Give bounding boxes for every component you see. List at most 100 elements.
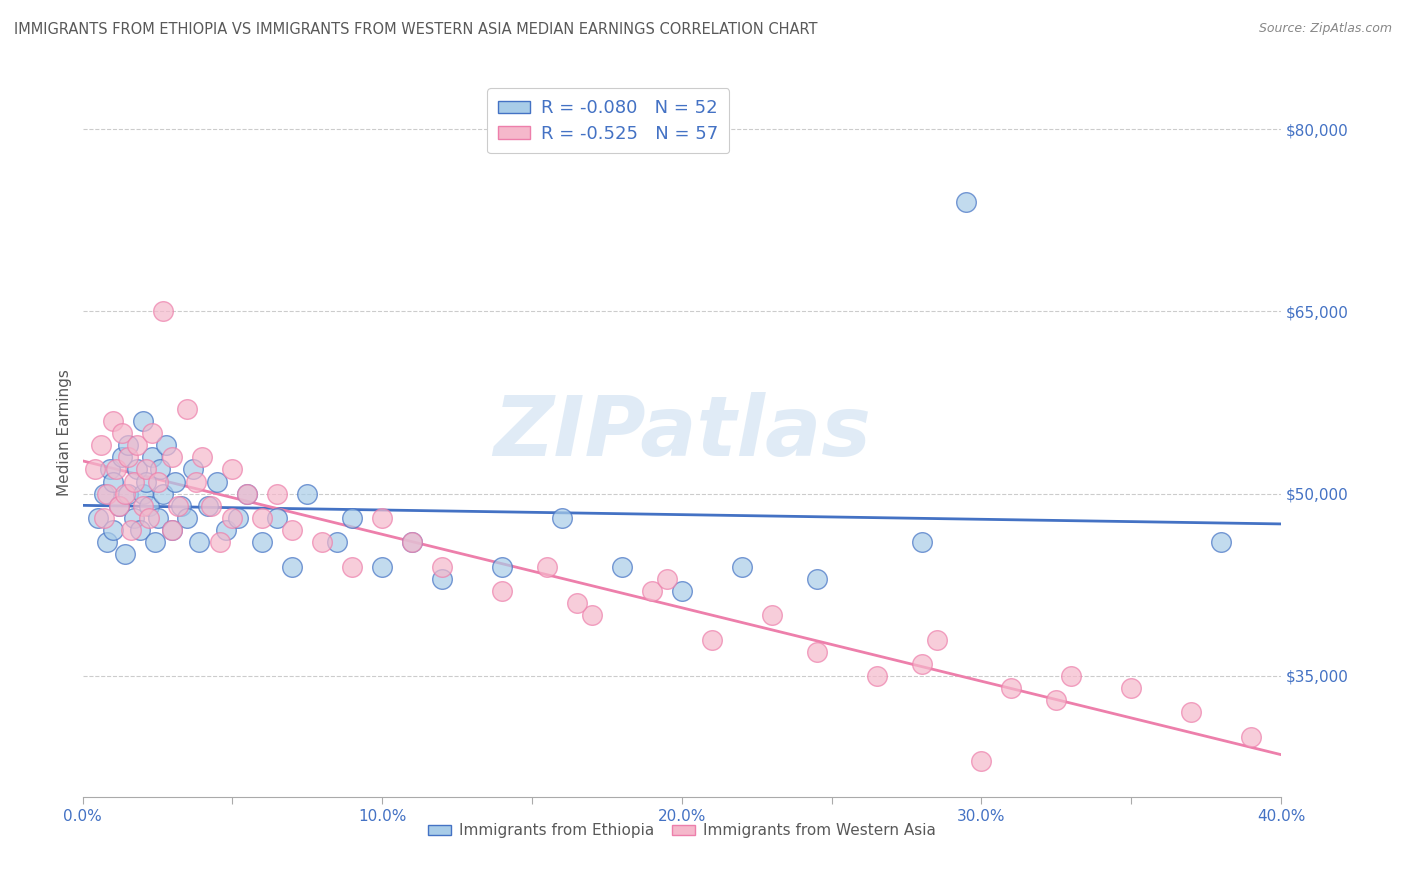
Point <box>371 559 394 574</box>
Point <box>170 499 193 513</box>
Point <box>925 632 948 647</box>
Point <box>491 583 513 598</box>
Point <box>167 499 190 513</box>
Point <box>101 414 124 428</box>
Point <box>120 523 142 537</box>
Point <box>104 462 127 476</box>
Point <box>215 523 238 537</box>
Point <box>197 499 219 513</box>
Point <box>342 559 364 574</box>
Point <box>311 535 333 549</box>
Point <box>107 499 129 513</box>
Point <box>191 450 214 465</box>
Point <box>1180 706 1202 720</box>
Point <box>910 535 932 549</box>
Point <box>125 438 148 452</box>
Point <box>551 511 574 525</box>
Text: IMMIGRANTS FROM ETHIOPIA VS IMMIGRANTS FROM WESTERN ASIA MEDIAN EARNINGS CORRELA: IMMIGRANTS FROM ETHIOPIA VS IMMIGRANTS F… <box>14 22 817 37</box>
Point <box>96 487 118 501</box>
Point <box>401 535 423 549</box>
Point <box>1240 730 1263 744</box>
Point <box>138 499 160 513</box>
Point <box>342 511 364 525</box>
Point <box>1045 693 1067 707</box>
Point <box>1060 669 1083 683</box>
Point <box>236 487 259 501</box>
Point <box>86 511 108 525</box>
Point <box>188 535 211 549</box>
Text: Source: ZipAtlas.com: Source: ZipAtlas.com <box>1258 22 1392 36</box>
Point <box>125 462 148 476</box>
Point <box>152 304 174 318</box>
Point <box>162 523 184 537</box>
Point <box>1000 681 1022 695</box>
Point <box>122 511 145 525</box>
Y-axis label: Median Earnings: Median Earnings <box>58 369 72 497</box>
Point <box>131 499 153 513</box>
Point <box>761 608 783 623</box>
Point <box>207 475 229 489</box>
Point <box>117 438 139 452</box>
Point <box>149 462 172 476</box>
Point <box>200 499 222 513</box>
Point <box>141 425 163 440</box>
Point <box>221 462 243 476</box>
Point <box>581 608 603 623</box>
Point <box>221 511 243 525</box>
Point <box>955 195 977 210</box>
Point <box>93 487 115 501</box>
Point <box>806 645 828 659</box>
Point <box>134 462 156 476</box>
Point <box>186 475 208 489</box>
Point <box>430 572 453 586</box>
Point <box>162 523 184 537</box>
Point <box>146 511 169 525</box>
Point <box>114 548 136 562</box>
Point <box>326 535 349 549</box>
Point <box>700 632 723 647</box>
Point <box>910 657 932 671</box>
Point <box>176 511 198 525</box>
Point <box>183 462 205 476</box>
Point <box>865 669 887 683</box>
Point <box>143 535 166 549</box>
Point <box>114 487 136 501</box>
Point <box>536 559 558 574</box>
Legend: Immigrants from Ethiopia, Immigrants from Western Asia: Immigrants from Ethiopia, Immigrants fro… <box>422 817 942 845</box>
Point <box>266 511 288 525</box>
Point <box>131 487 153 501</box>
Point <box>110 425 132 440</box>
Point <box>236 487 259 501</box>
Point <box>146 475 169 489</box>
Point <box>671 583 693 598</box>
Point <box>117 450 139 465</box>
Point <box>165 475 187 489</box>
Point <box>83 462 105 476</box>
Point <box>209 535 232 549</box>
Point <box>176 401 198 416</box>
Point <box>101 475 124 489</box>
Point <box>1121 681 1143 695</box>
Point <box>138 511 160 525</box>
Point <box>152 487 174 501</box>
Point <box>281 559 304 574</box>
Point <box>806 572 828 586</box>
Point <box>281 523 304 537</box>
Point <box>252 511 274 525</box>
Point <box>491 559 513 574</box>
Point <box>93 511 115 525</box>
Point <box>252 535 274 549</box>
Point <box>90 438 112 452</box>
Point <box>1211 535 1233 549</box>
Point <box>101 523 124 537</box>
Point <box>371 511 394 525</box>
Point <box>141 450 163 465</box>
Point <box>228 511 250 525</box>
Point <box>655 572 678 586</box>
Point <box>131 414 153 428</box>
Point <box>266 487 288 501</box>
Point <box>110 450 132 465</box>
Point <box>98 462 121 476</box>
Point <box>122 475 145 489</box>
Point <box>401 535 423 549</box>
